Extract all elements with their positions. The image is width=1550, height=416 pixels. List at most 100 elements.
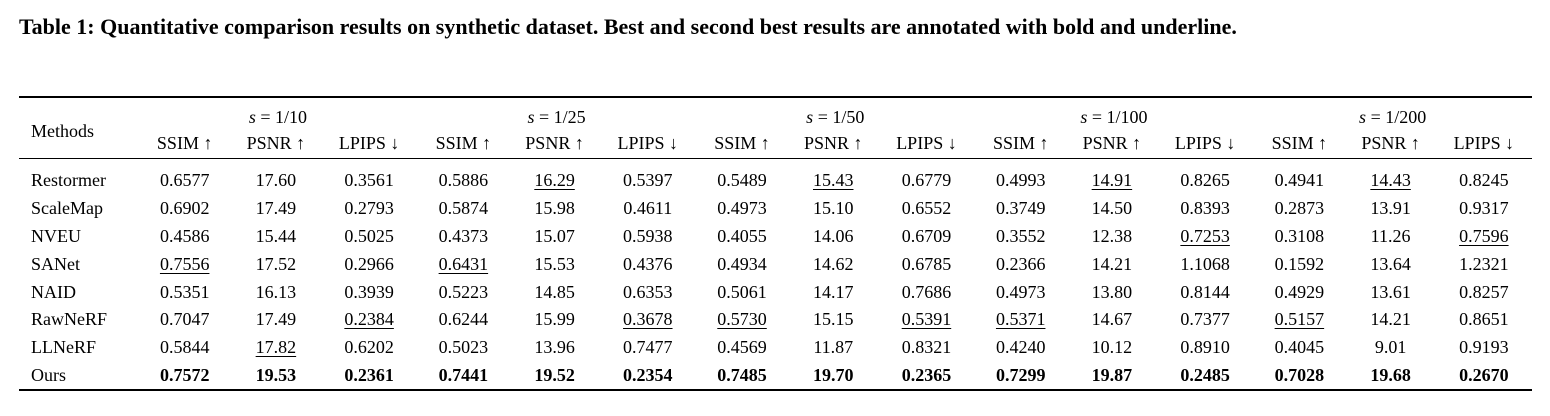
table-cell: 0.7485 <box>696 362 788 391</box>
table-cell: 0.4240 <box>975 334 1067 362</box>
metric-header: LPIPS ↓ <box>617 132 679 153</box>
cell-value: 0.6353 <box>623 281 673 302</box>
cell-value: 0.7572 <box>159 364 210 385</box>
table-cell: 0.2873 <box>1253 195 1345 223</box>
methods-header: Methods <box>19 97 139 159</box>
table-cell: 0.4055 <box>696 223 788 251</box>
table-cell: 9.01 <box>1345 334 1435 362</box>
cell-value: 0.2670 <box>1459 364 1509 385</box>
cell-value: 0.5023 <box>438 337 489 358</box>
method-name: Ours <box>31 364 66 385</box>
cell-value: 1.2321 <box>1459 253 1509 274</box>
table-cell: 0.7299 <box>975 362 1067 391</box>
table-cell: 17.49 <box>231 306 321 334</box>
table-cell: 0.5730 <box>696 306 788 334</box>
table-cell: 0.6431 <box>417 250 509 278</box>
method-name: LLNeRF <box>31 337 96 358</box>
cell-value: 0.2873 <box>1274 198 1325 219</box>
metric-header: SSIM ↑ <box>1271 132 1328 153</box>
table-cell: 0.5874 <box>417 195 509 223</box>
cell-value: 0.3678 <box>623 309 673 330</box>
table-cell: 0.8910 <box>1157 334 1253 362</box>
table-cell: 17.52 <box>231 250 321 278</box>
cell-value: 14.17 <box>812 281 854 302</box>
cell-value: 0.5938 <box>623 225 673 246</box>
metric-header: PSNR ↑ <box>246 132 306 153</box>
cell-value: 0.7686 <box>901 281 952 302</box>
table-cell: 14.91 <box>1067 167 1157 195</box>
table-cell: 0.5023 <box>417 334 509 362</box>
cell-value: 0.7299 <box>995 364 1046 385</box>
cell-value: 13.91 <box>1370 198 1411 219</box>
method-name: ScaleMap <box>31 198 103 219</box>
cell-value: 0.3939 <box>344 281 394 302</box>
cell-value: 0.5351 <box>159 281 210 302</box>
table-cell: 0.7477 <box>600 334 696 362</box>
table-cell: 0.6779 <box>878 167 974 195</box>
cell-value: 17.49 <box>255 198 297 219</box>
cell-value: 9.01 <box>1374 337 1407 358</box>
cell-value: 0.4993 <box>995 170 1046 191</box>
table-cell: 14.21 <box>1067 250 1157 278</box>
table-cell: 0.3108 <box>1253 223 1345 251</box>
table-cell: 0.8393 <box>1157 195 1253 223</box>
cell-value: 0.7477 <box>623 337 673 358</box>
table-cell: 0.8265 <box>1157 167 1253 195</box>
table-cell: 13.91 <box>1345 195 1435 223</box>
cell-value: 15.44 <box>255 225 297 246</box>
table-cell: 0.5886 <box>417 167 509 195</box>
table-cell: 0.6244 <box>417 306 509 334</box>
cell-value: 0.6431 <box>438 253 489 274</box>
table-row: Restormer 0.6577 17.60 0.3561 0.5886 16.29 0.5… <box>19 167 1532 195</box>
table-cell: 14.21 <box>1345 306 1435 334</box>
comparison-table: Methods s = 1/10 s = 1/25 s = 1/50 s = 1… <box>19 96 1532 391</box>
cell-value: 0.3749 <box>995 198 1046 219</box>
table-cell: 0.3552 <box>975 223 1067 251</box>
table-cell: 0.4973 <box>696 195 788 223</box>
table-cell: 0.7253 <box>1157 223 1253 251</box>
table-cell: 0.7556 <box>139 250 231 278</box>
cell-value: 11.26 <box>1370 225 1411 246</box>
cell-value: 0.7485 <box>717 364 767 385</box>
table-cell: 10.12 <box>1067 334 1157 362</box>
table-cell: 19.70 <box>788 362 878 391</box>
table-cell: 17.82 <box>231 334 321 362</box>
cell-value: 0.5730 <box>717 309 767 330</box>
metric-header: SSIM ↑ <box>714 132 770 153</box>
method-name: SANet <box>31 253 80 274</box>
table-cell: 0.8321 <box>878 334 974 362</box>
metric-header: SSIM ↑ <box>992 132 1049 153</box>
table-cell: 0.8144 <box>1157 278 1253 306</box>
table-cell: 0.4934 <box>696 250 788 278</box>
cell-value: 0.4973 <box>995 281 1046 302</box>
cell-value: 14.21 <box>1091 253 1133 274</box>
cell-value: 0.2793 <box>344 198 394 219</box>
cell-value: 0.7556 <box>159 253 210 274</box>
cell-value: 0.5874 <box>438 198 489 219</box>
cell-value: 19.53 <box>255 364 297 385</box>
metric-header: PSNR ↑ <box>803 132 863 153</box>
cell-value: 14.62 <box>812 253 854 274</box>
table-row: SANet 0.7556 17.52 0.2966 0.6431 15.53 0.4376 0… <box>19 250 1532 278</box>
table-cell: 0.2793 <box>321 195 417 223</box>
table-cell: 0.6577 <box>139 167 231 195</box>
table-cell: 0.4929 <box>1253 278 1345 306</box>
cell-value: 0.5371 <box>995 309 1046 330</box>
table-cell: 14.62 <box>788 250 878 278</box>
cell-value: 0.3561 <box>344 170 394 191</box>
table-cell: 15.53 <box>509 250 599 278</box>
cell-value: 0.4376 <box>623 253 673 274</box>
table-cell: 0.4569 <box>696 334 788 362</box>
cell-value: 0.7596 <box>1459 225 1509 246</box>
cell-value: 15.53 <box>534 253 575 274</box>
cell-value: 11.87 <box>813 337 854 358</box>
table-cell: 19.52 <box>509 362 599 391</box>
table-cell: 0.3678 <box>600 306 696 334</box>
cell-value: 0.5397 <box>623 170 673 191</box>
cell-value: 19.70 <box>812 364 854 385</box>
cell-value: 0.4934 <box>717 253 767 274</box>
table-cell: 0.6353 <box>600 278 696 306</box>
table-cell: 0.6709 <box>878 223 974 251</box>
table-cell: 0.2361 <box>321 362 417 391</box>
cell-value: 16.29 <box>534 170 575 191</box>
